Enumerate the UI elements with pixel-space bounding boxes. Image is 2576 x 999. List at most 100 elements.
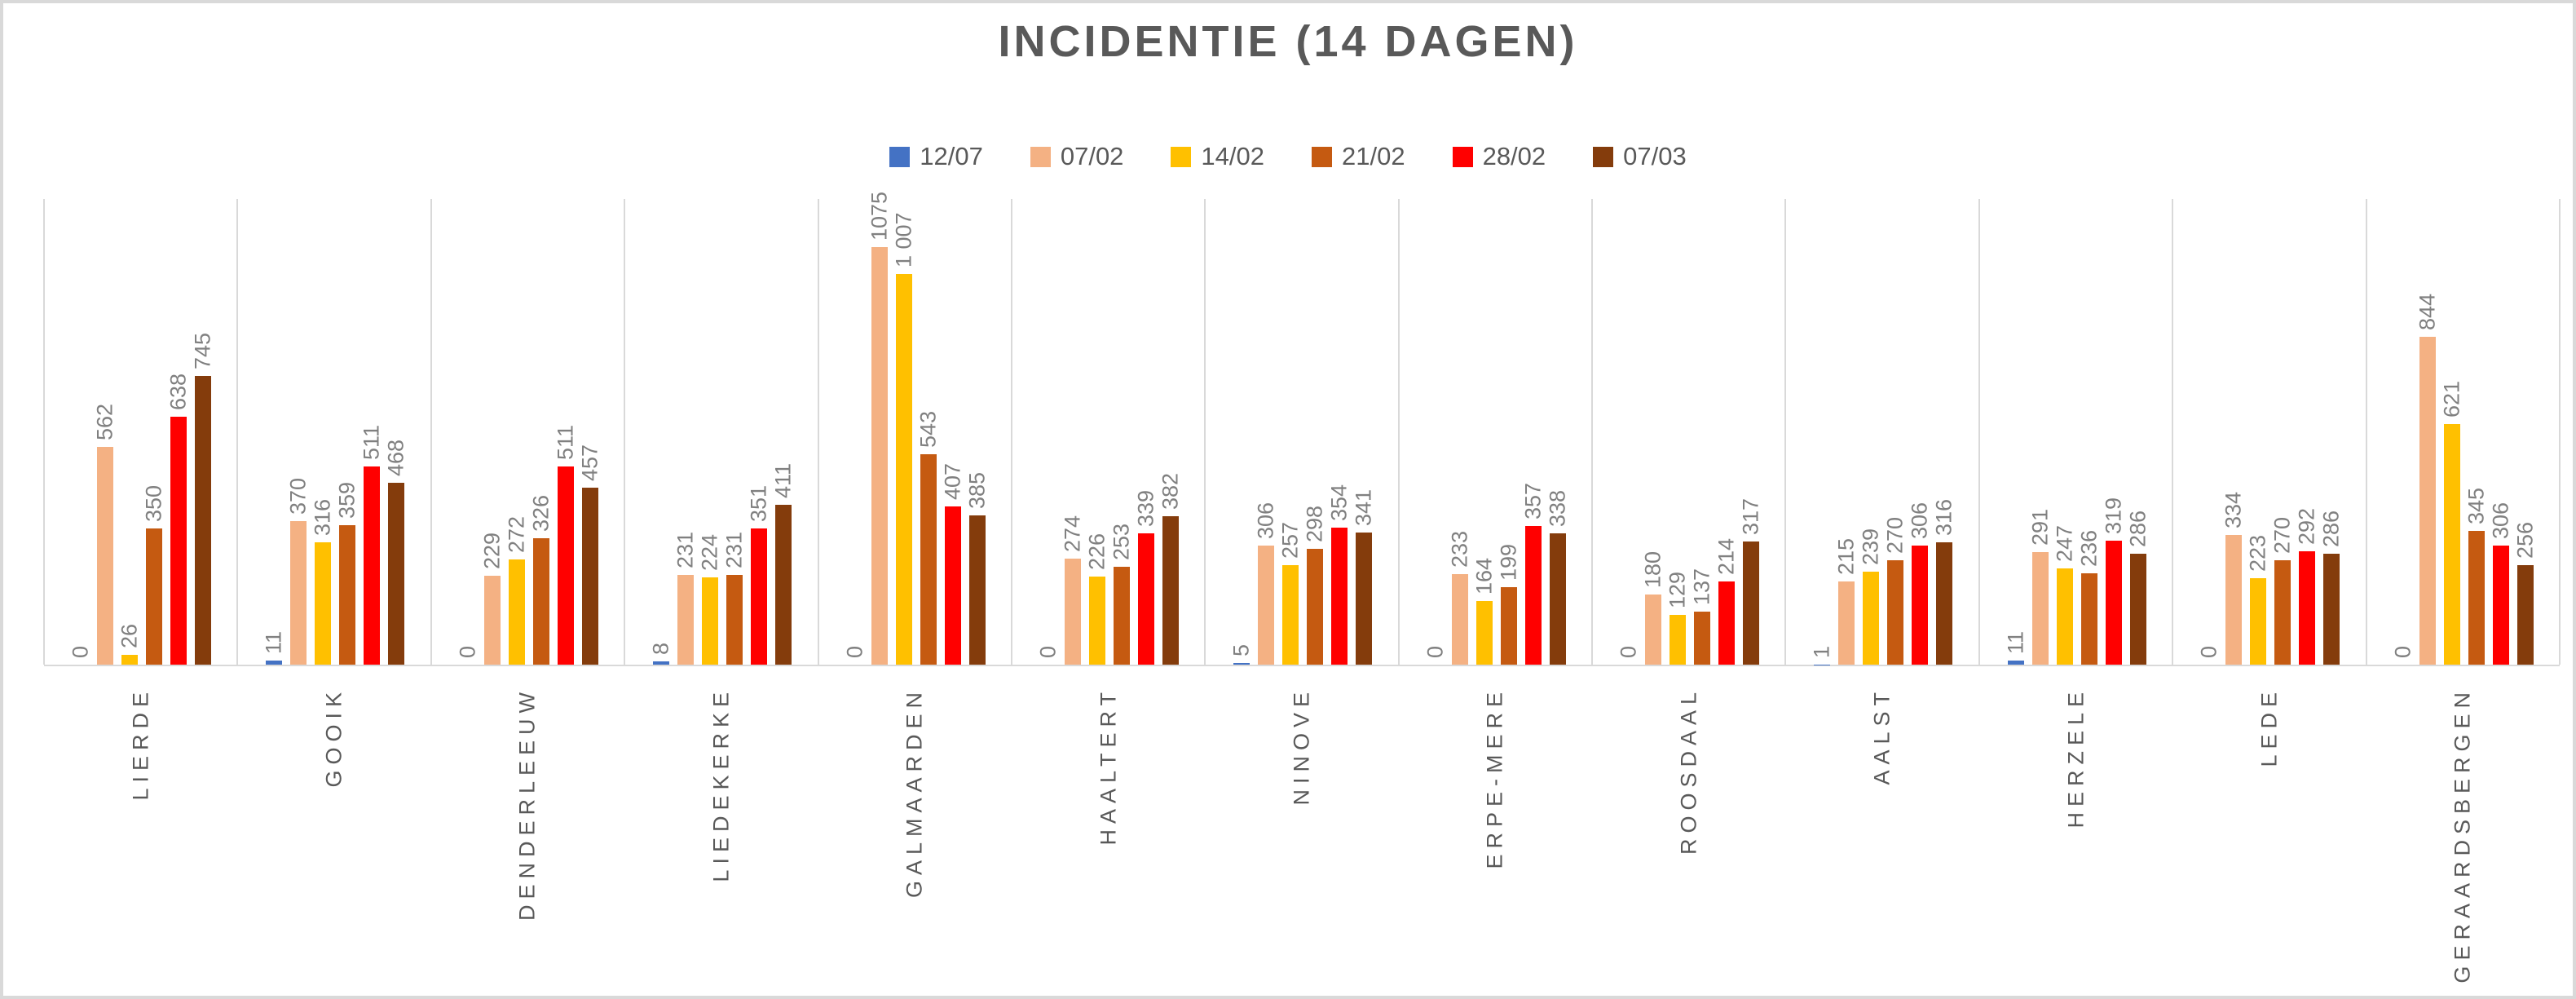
bar-21-02-geraardsbergen[interactable] [2468,530,2485,665]
bar-28-02-liedekerke[interactable] [751,528,768,665]
bar-07-03-liedekerke[interactable] [775,505,792,665]
bar-value-label: 385 [964,471,990,509]
bar-14-02-roosdaal[interactable] [1670,614,1687,665]
bar-21-02-ninove[interactable] [1307,549,1324,665]
bar-07-02-lede[interactable] [2225,535,2243,665]
bar-14-02-galmaarden[interactable] [895,273,912,665]
bar-14-02-liedekerke[interactable] [702,577,719,665]
bar-28-02-roosdaal[interactable] [1718,581,1736,665]
bar-value-label: 511 [553,424,578,460]
legend-item-07-02[interactable]: 07/02 [1030,142,1123,171]
bar-14-02-lierde[interactable] [121,654,138,665]
bar-value-label: 511 [359,424,384,460]
bar-21-02-aalst[interactable] [1887,559,1904,665]
bar-12-07-herzele[interactable] [2007,660,2024,665]
bar-07-03-geraardsbergen[interactable] [2516,565,2534,665]
bar-value-label: 0 [1616,645,1641,658]
legend-item-21-02[interactable]: 21/02 [1312,142,1405,171]
bar-07-03-erpe-mere[interactable] [1549,533,1566,665]
bar-28-02-gooik[interactable] [364,466,381,665]
bar-07-02-geraardsbergen[interactable] [2419,337,2436,665]
legend-item-14-02[interactable]: 14/02 [1171,142,1264,171]
legend-item-28-02[interactable]: 28/02 [1452,142,1546,171]
bar-14-02-herzele[interactable] [2056,568,2073,665]
bar-28-02-lierde[interactable] [170,417,187,665]
bar-28-02-denderleeuw[interactable] [557,466,574,665]
bar-28-02-lede[interactable] [2299,551,2316,665]
bar-12-07-gooik[interactable] [266,660,283,665]
bar-21-02-herzele[interactable] [2080,572,2097,665]
bar-07-02-denderleeuw[interactable] [483,576,501,665]
bar-07-02-aalst[interactable] [1838,581,1855,665]
bar-07-03-roosdaal[interactable] [1743,541,1760,665]
chart-legend: 12/07 07/02 14/02 21/02 28/02 07/03 [3,142,2573,171]
legend-item-07-03[interactable]: 07/03 [1593,142,1687,171]
bar-28-02-aalst[interactable] [1912,546,1929,665]
bar-28-02-galmaarden[interactable] [944,506,961,665]
bar-07-02-haaltert[interactable] [1064,558,1081,665]
bar-value-label: 286 [2318,510,2344,547]
bar-21-02-galmaarden[interactable] [920,453,937,665]
bar-28-02-herzele[interactable] [2105,541,2122,665]
legend-item-12-07[interactable]: 12/07 [889,142,983,171]
bar-14-02-lede[interactable] [2250,577,2267,665]
bar-14-02-gooik[interactable] [315,541,332,665]
bar-12-07-liedekerke[interactable] [653,661,670,665]
category-gridline [2172,199,2174,665]
bar-07-03-haaltert[interactable] [1162,516,1179,665]
bar-07-03-gooik[interactable] [388,483,405,665]
bar-14-02-aalst[interactable] [1863,572,1880,665]
bar-07-03-lierde[interactable] [195,375,211,665]
bar-value-label: 270 [2269,516,2295,554]
bar-value-label: 226 [1084,533,1109,571]
bar-28-02-geraardsbergen[interactable] [2492,546,2509,665]
bar-07-02-gooik[interactable] [290,520,307,665]
bar-value-label: 224 [697,534,722,572]
bar-value-label: 316 [1931,498,1956,536]
bar-value-label: 407 [940,463,965,501]
bar-28-02-ninove[interactable] [1331,527,1348,665]
bar-14-02-ninove[interactable] [1282,564,1299,665]
bar-value-label: 236 [2076,529,2102,567]
bar-14-02-denderleeuw[interactable] [508,559,525,665]
bar-21-02-haaltert[interactable] [1113,566,1130,665]
bar-28-02-erpe-mere[interactable] [1524,526,1542,665]
bar-07-02-liedekerke[interactable] [677,575,695,665]
bar-14-02-haaltert[interactable] [1088,577,1105,665]
bar-21-02-lierde[interactable] [146,528,162,665]
bar-value-label: 316 [310,498,335,536]
bar-value-label: 215 [1833,537,1859,575]
bar-07-03-ninove[interactable] [1356,532,1373,665]
x-axis-label-gooik: GOOIK [321,687,346,788]
bar-21-02-lede[interactable] [2274,559,2291,665]
bar-value-label: 745 [190,332,215,369]
bar-21-02-erpe-mere[interactable] [1500,587,1517,665]
bar-14-02-geraardsbergen[interactable] [2443,423,2460,665]
bar-12-07-ninove[interactable] [1233,662,1251,665]
bar-07-02-herzele[interactable] [2031,551,2049,665]
bar-07-02-erpe-mere[interactable] [1451,574,1468,665]
bar-21-02-denderleeuw[interactable] [532,537,549,665]
legend-swatch-icon [1593,146,1614,167]
bar-value-label: 339 [1133,489,1158,527]
bar-07-03-denderleeuw[interactable] [581,487,598,665]
bar-07-03-lede[interactable] [2323,553,2340,665]
bar-21-02-roosdaal[interactable] [1694,611,1711,665]
bar-07-03-galmaarden[interactable] [968,515,986,665]
bar-28-02-haaltert[interactable] [1137,533,1154,665]
bar-07-02-galmaarden[interactable] [871,247,888,665]
bar-21-02-liedekerke[interactable] [726,575,743,665]
bar-07-02-ninove[interactable] [1258,546,1275,665]
x-axis-label-erpe-mere: ERPE-MERE [1482,687,1507,869]
bar-14-02-erpe-mere[interactable] [1475,600,1493,665]
bar-value-label: 319 [2101,497,2126,535]
bar-07-02-lierde[interactable] [97,446,113,665]
bar-07-03-aalst[interactable] [1936,541,1953,665]
bar-value-label: 231 [673,532,698,569]
x-axis-label-geraardsbergen: GERAARDSBERGEN [2450,687,2475,984]
bar-07-02-roosdaal[interactable] [1645,595,1662,665]
category-gridline [1204,199,1206,665]
bar-21-02-gooik[interactable] [339,525,356,665]
bar-07-03-herzele[interactable] [2129,553,2146,665]
